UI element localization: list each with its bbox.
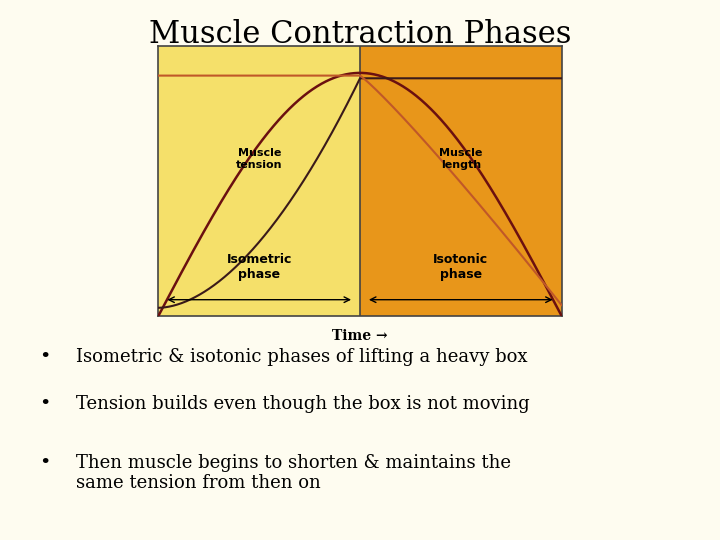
Text: Isometric
phase: Isometric phase (227, 253, 292, 281)
Text: Muscle
length: Muscle length (439, 148, 482, 170)
Bar (360, 46, 562, 316)
Text: Muscle Contraction Phases: Muscle Contraction Phases (149, 19, 571, 50)
Text: •: • (40, 348, 51, 366)
Text: •: • (40, 395, 51, 413)
Text: Tension builds even though the box is not moving: Tension builds even though the box is no… (76, 395, 529, 413)
Text: Isotonic
phase: Isotonic phase (433, 253, 488, 281)
Text: Time →: Time → (332, 329, 388, 343)
Bar (158, 46, 360, 316)
Text: Isometric & isotonic phases of lifting a heavy box: Isometric & isotonic phases of lifting a… (76, 348, 527, 366)
Text: Muscle
tension: Muscle tension (236, 148, 282, 170)
Text: •: • (40, 454, 51, 471)
Text: Then muscle begins to shorten & maintains the
same tension from then on: Then muscle begins to shorten & maintain… (76, 454, 510, 492)
